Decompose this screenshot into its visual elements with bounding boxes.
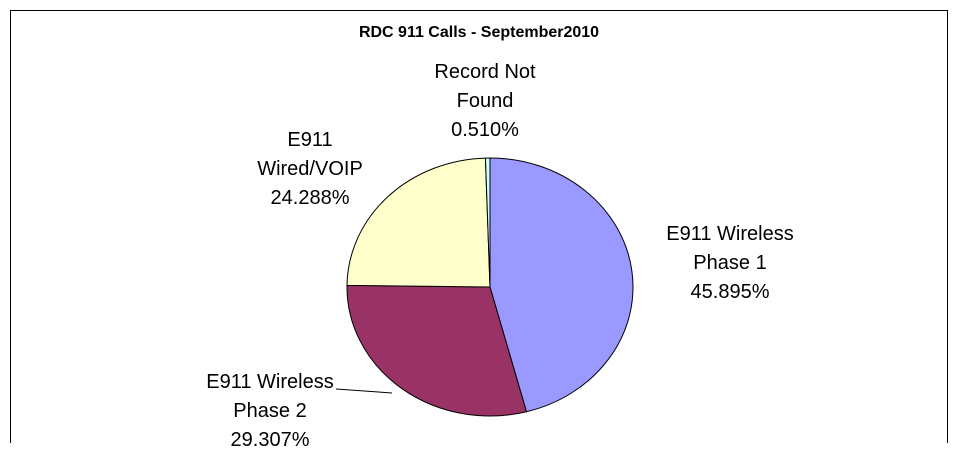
leader-line	[335, 388, 393, 394]
value-label: 0.510%	[451, 119, 519, 141]
chart-canvas	[10, 10, 948, 443]
pie-slice	[484, 157, 491, 288]
value-label: 29.307%	[230, 429, 310, 451]
chart: RDC 911 Calls - September2010 E911 Wirel…	[10, 10, 948, 451]
pie-slice	[346, 284, 528, 417]
slice-label: E911 Wired/VOIP 24.288%	[240, 126, 380, 213]
category-label: Record Not Found	[434, 61, 536, 112]
slice-label: E911 Wireless Phase 2 29.307%	[180, 368, 360, 455]
category-label: E911 Wireless Phase 1	[666, 223, 794, 274]
category-label: E911 Wireless Phase 2	[206, 371, 334, 422]
pie-slice	[346, 157, 491, 288]
chart-title: RDC 911 Calls - September2010	[358, 24, 600, 41]
category-label: E911 Wired/VOIP	[257, 129, 363, 180]
value-label: 45.895%	[690, 281, 770, 303]
pie-slice	[489, 157, 634, 413]
slice-label: E911 Wireless Phase 1 45.895%	[640, 220, 820, 307]
value-label: 24.288%	[270, 187, 350, 209]
slice-label: Record Not Found 0.510%	[420, 58, 550, 145]
